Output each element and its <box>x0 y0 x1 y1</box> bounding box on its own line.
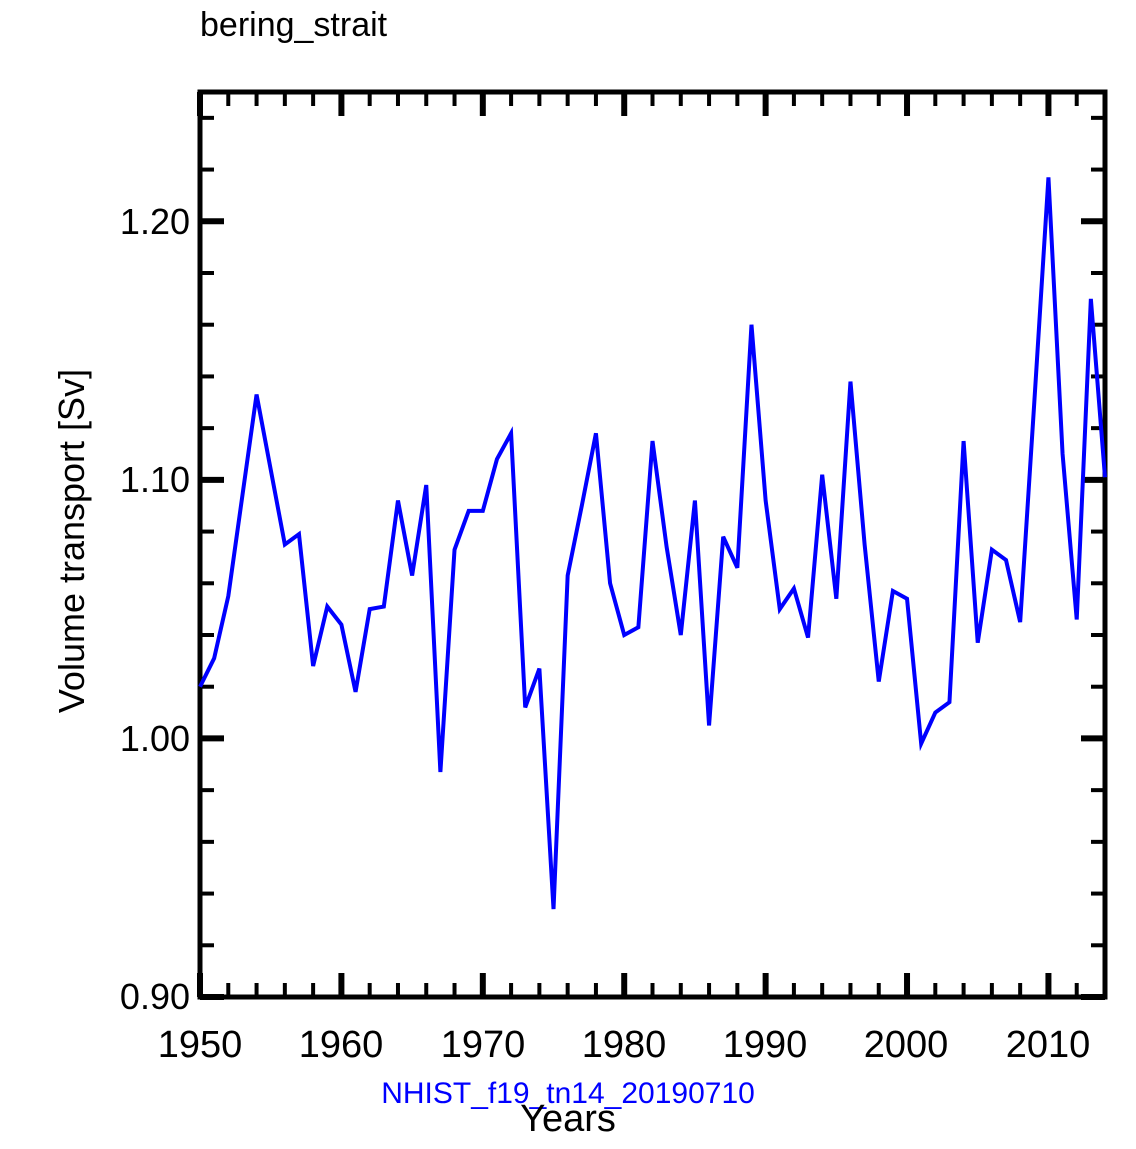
y-tick-labels: 1.20 1.10 1.00 0.90 <box>10 0 190 1149</box>
x-tick-label: 1980 <box>581 1024 667 1066</box>
x-tick-label: 1970 <box>440 1024 526 1066</box>
y-tick-label: 1.10 <box>119 459 190 500</box>
x-axis-title: Years <box>520 1098 616 1140</box>
x-tick-labels: 1950 1960 1970 1980 1990 2000 2010 <box>0 1024 1136 1074</box>
x-tick-label: 1960 <box>298 1024 384 1066</box>
x-tick-label: 2010 <box>1005 1024 1091 1066</box>
y-tick-label: 0.90 <box>119 976 190 1017</box>
x-tick-label: 1950 <box>157 1024 243 1066</box>
y-tick-label: 1.00 <box>119 718 190 759</box>
axis-ticks <box>197 92 1107 1000</box>
data-series-line <box>198 177 1107 910</box>
x-tick-label: 1990 <box>722 1024 808 1066</box>
page-title: bering_strait <box>200 6 388 44</box>
dataset-annotation: NHIST_f19_tn14_20190710 <box>381 1077 755 1110</box>
y-tick-label: 1.20 <box>119 201 190 242</box>
x-tick-label: 2000 <box>863 1024 949 1066</box>
